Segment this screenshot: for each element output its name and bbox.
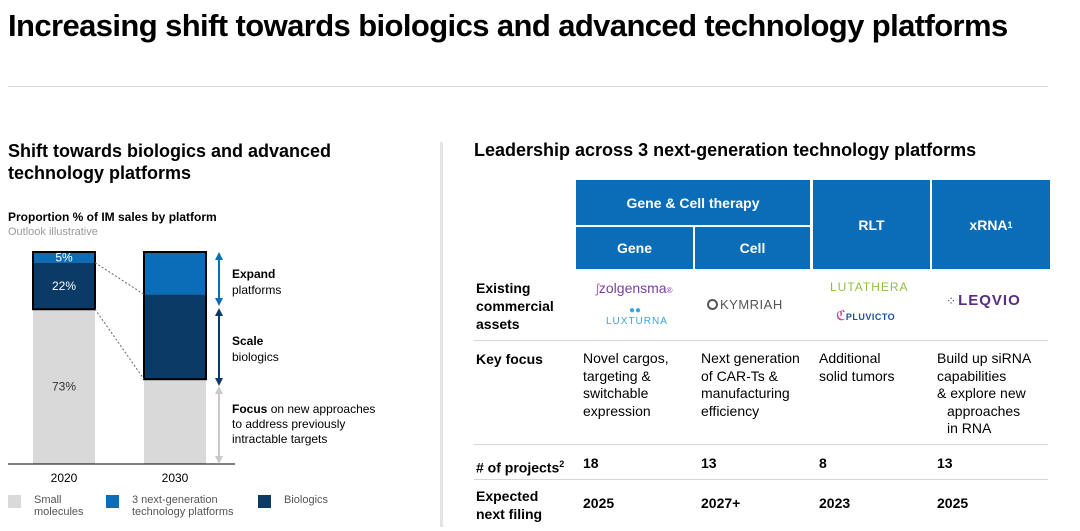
left-heading: Shift towards biologics and advanced tec… <box>8 141 332 183</box>
leqvio-logo: ⁘ LEQVIO <box>946 292 1021 309</box>
bar-outline <box>143 251 207 381</box>
legend-swatch <box>8 495 21 508</box>
stacked-bar-chart: 73% 22% 5% 2020 2030 Expand platforms Scal… <box>8 250 375 485</box>
data-label: 73% <box>52 380 76 394</box>
bar-segment <box>144 294 206 380</box>
header-rlt: RLT <box>813 180 930 269</box>
footnote-marker: 2 <box>559 459 565 469</box>
leqvio-icon: ⁘ <box>946 294 957 308</box>
annotation-scale-text: biologics <box>232 350 279 364</box>
chart-title: Proportion % of IM sales by platform <box>8 210 217 224</box>
filing-cell: 2027+ <box>701 495 741 511</box>
header-xrna: xRNA 1 <box>932 180 1050 269</box>
legend-label: molecules <box>34 506 84 518</box>
row-divider <box>474 444 1048 445</box>
annotation-focus-line2: to address previously <box>232 417 345 431</box>
row-label-key-focus: Key focus <box>476 351 543 367</box>
kymriah-icon <box>707 299 718 310</box>
legend-biologics: Biologics <box>258 494 378 514</box>
right-heading: Leadership across 3 next-generation tech… <box>474 140 977 160</box>
annotation-focus-line3: intractable targets <box>232 432 327 446</box>
luxturna-logo: ●● LUXTURNA <box>606 305 668 328</box>
focus-rlt: Additional solid tumors <box>819 350 895 384</box>
kymriah-logo: KYMRIAH <box>707 296 783 312</box>
annotation-scale-title: Scale <box>232 334 264 348</box>
filing-gene: 2025 <box>583 495 615 511</box>
chart-subtitle: Outlook illustrative <box>8 226 98 238</box>
legend-small-molecules: Small molecules <box>8 494 98 524</box>
pluvicto-icon: ℭ <box>836 307 846 323</box>
connector-line <box>94 262 145 295</box>
focus-cell: Next generation of CAR-Ts & manufacturing e… <box>701 350 800 419</box>
projects-gene: 18 <box>583 455 599 471</box>
x-tick-label: 2030 <box>162 471 189 485</box>
filing-xrna: 2025 <box>937 495 969 511</box>
annotation-expand-title: Expand <box>232 267 275 281</box>
focus-xrna: Build up siRNA capabilities & explore new a… <box>937 350 1032 436</box>
title-divider <box>8 86 1048 87</box>
page-title: Increasing shift towards biologics and a… <box>8 8 1008 43</box>
annotation-focus-line1: Focus on new approaches <box>232 402 375 416</box>
bar-segment <box>144 252 206 295</box>
bar-segment <box>33 262 95 310</box>
connector-line <box>94 308 145 380</box>
header-gene-cell-therapy: Gene & Cell therapy <box>576 180 810 225</box>
legend-swatch <box>106 495 119 508</box>
legend-label: 3 next-generation <box>132 494 218 506</box>
footnote-marker: 1 <box>1007 219 1013 230</box>
header-gene: Gene <box>576 227 693 269</box>
legend-label: Small <box>34 494 62 506</box>
row-label-filing: Expected next filing <box>476 488 543 522</box>
filing-rlt: 2023 <box>819 495 851 511</box>
data-label: 5% <box>55 250 73 264</box>
header-xrna-label: xRNA <box>969 216 1008 233</box>
legend-swatch <box>258 495 271 508</box>
projects-xrna: 13 <box>937 455 953 471</box>
row-divider <box>474 479 1048 480</box>
x-tick-label: 2020 <box>51 471 78 485</box>
bar-segment <box>33 309 95 464</box>
legend-label: technology platforms <box>132 506 234 518</box>
row-label-projects: # of projects2 <box>476 459 565 476</box>
section-divider <box>440 142 443 527</box>
bar-segment <box>33 252 95 263</box>
legend-platforms: 3 next-generation technology platforms <box>106 494 256 524</box>
annotation-expand-text: platforms <box>232 283 281 297</box>
bar-segment <box>144 379 206 464</box>
luxturna-icon: ●● <box>628 305 642 316</box>
focus-gene: Novel cargos, targeting & switchable expres… <box>583 350 669 419</box>
row-label-assets: Existing commercial assets <box>476 280 554 332</box>
pluvicto-logo: ℭPLUVICTO <box>836 307 896 323</box>
projects-cell: 13 <box>701 455 717 471</box>
luxturna-wordmark: LUXTURNA <box>606 316 668 327</box>
projects-rlt: 8 <box>819 455 827 471</box>
lutathera-logo: LUTATHERA <box>830 280 909 294</box>
header-cell: Cell <box>695 227 810 269</box>
data-label: 22% <box>52 279 76 293</box>
row-divider <box>474 340 1048 341</box>
legend-label: Biologics <box>284 494 329 506</box>
bar-outline <box>32 251 96 311</box>
zolgensma-logo: ʃzolgensma® <box>596 280 673 296</box>
